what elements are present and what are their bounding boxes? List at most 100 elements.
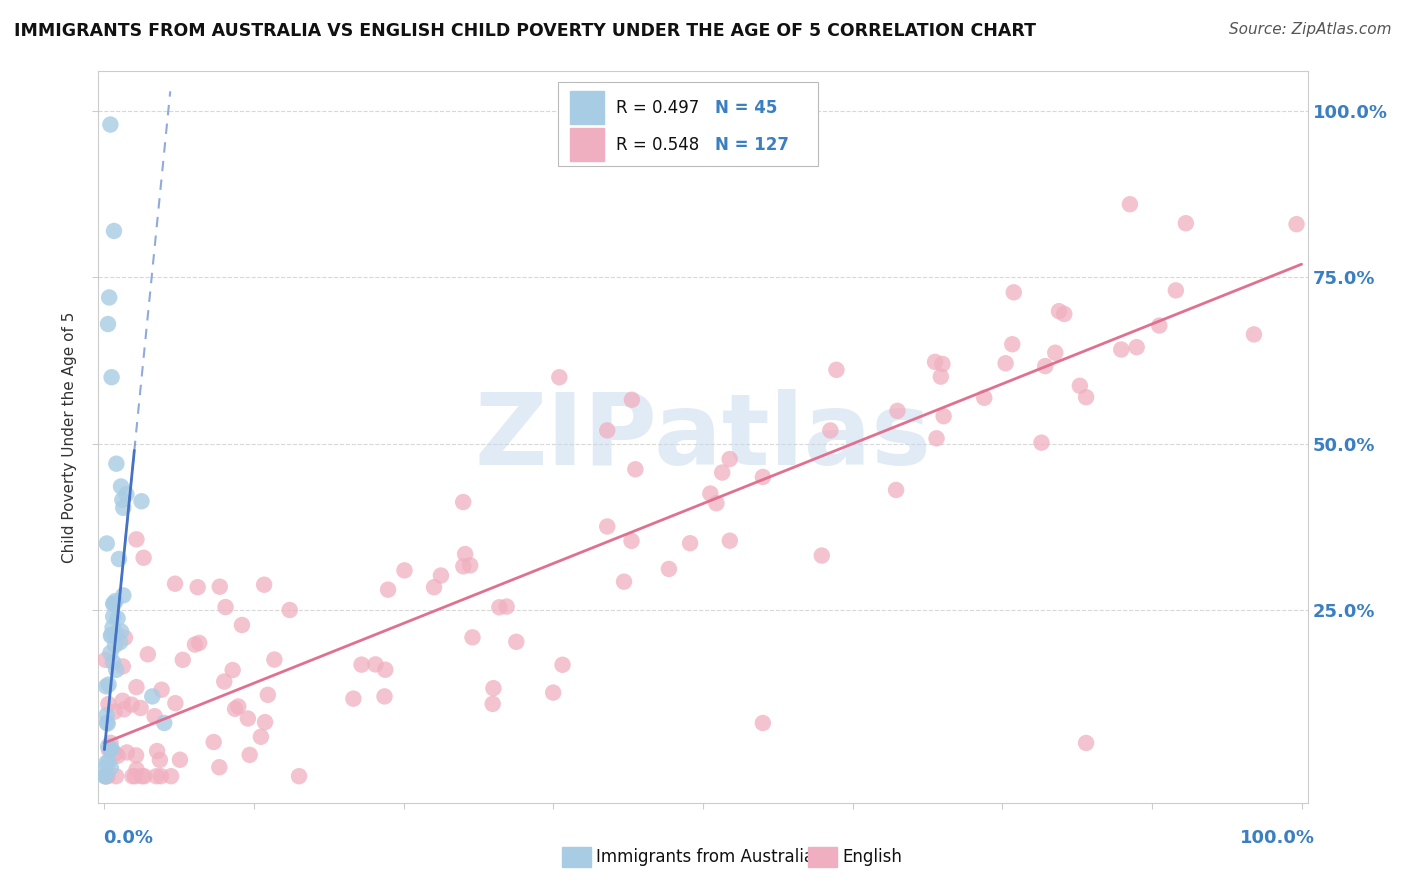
Text: N = 45: N = 45 <box>716 99 778 117</box>
Point <box>278 603 301 617</box>
Point <box>699 486 721 500</box>
Point <box>505 634 527 648</box>
Point <box>96 708 118 723</box>
Text: Immigrants from Australia: Immigrants from Australia <box>596 848 814 866</box>
Point <box>97 677 120 691</box>
Bar <box>569 92 603 124</box>
Text: R = 0.497: R = 0.497 <box>616 99 699 117</box>
Point <box>153 716 176 731</box>
Point <box>110 624 132 639</box>
Point <box>184 638 207 652</box>
Point <box>658 562 681 576</box>
Point <box>454 547 477 561</box>
Point <box>145 769 167 783</box>
Point <box>104 638 127 652</box>
Point <box>256 688 278 702</box>
Point <box>141 690 163 704</box>
Point <box>236 711 259 725</box>
Point <box>1053 307 1076 321</box>
Point <box>1119 197 1142 211</box>
Point <box>97 317 120 331</box>
Point <box>1033 359 1056 373</box>
Point <box>973 391 995 405</box>
Point <box>884 483 907 497</box>
Point <box>613 574 636 589</box>
Point <box>100 629 122 643</box>
Point <box>1125 340 1147 354</box>
Point <box>430 568 453 582</box>
Point <box>103 705 125 719</box>
Point <box>96 715 118 730</box>
Point <box>105 457 128 471</box>
Point <box>423 580 446 594</box>
Point <box>100 628 122 642</box>
Point <box>596 519 619 533</box>
Point <box>172 653 194 667</box>
Point <box>94 653 117 667</box>
Point <box>96 679 118 693</box>
Point <box>125 763 148 777</box>
Point <box>239 747 262 762</box>
Point <box>121 769 143 783</box>
Point <box>1164 284 1187 298</box>
Point <box>105 769 128 783</box>
Text: English: English <box>842 848 903 866</box>
Point <box>160 769 183 783</box>
Point <box>94 769 117 783</box>
Point <box>548 370 571 384</box>
Point <box>221 663 243 677</box>
Point <box>208 760 231 774</box>
Point <box>124 769 146 783</box>
Point <box>706 496 728 510</box>
Point <box>1031 435 1053 450</box>
Point <box>1174 216 1197 230</box>
Point <box>453 559 475 574</box>
Point <box>620 533 643 548</box>
Point <box>110 479 132 493</box>
Point <box>98 290 121 304</box>
Point <box>994 356 1017 370</box>
Text: R = 0.548: R = 0.548 <box>616 136 699 153</box>
Point <box>394 563 416 577</box>
Point <box>136 648 159 662</box>
Point <box>488 600 510 615</box>
Point <box>1109 343 1132 357</box>
Point <box>596 424 619 438</box>
Point <box>253 577 276 591</box>
Point <box>718 452 741 467</box>
Point <box>377 582 399 597</box>
Text: IMMIGRANTS FROM AUSTRALIA VS ENGLISH CHILD POVERTY UNDER THE AGE OF 5 CORRELATIO: IMMIGRANTS FROM AUSTRALIA VS ENGLISH CHI… <box>14 22 1036 40</box>
Point <box>212 674 235 689</box>
Point <box>108 635 131 649</box>
Point <box>101 655 124 669</box>
Point <box>929 369 952 384</box>
Point <box>931 357 953 371</box>
Point <box>551 657 574 672</box>
Point <box>1069 378 1091 392</box>
FancyBboxPatch shape <box>558 82 818 167</box>
Point <box>163 576 186 591</box>
Point <box>100 118 122 132</box>
Point <box>129 701 152 715</box>
Point <box>105 663 128 677</box>
Point <box>101 620 124 634</box>
Point <box>125 680 148 694</box>
Point <box>342 691 364 706</box>
Point <box>752 470 775 484</box>
Point <box>125 533 148 547</box>
Point <box>100 761 122 775</box>
Point <box>111 659 134 673</box>
Point <box>208 580 231 594</box>
Text: 0.0%: 0.0% <box>103 829 153 847</box>
Text: 100.0%: 100.0% <box>1240 829 1315 847</box>
Point <box>679 536 702 550</box>
Point <box>374 663 396 677</box>
Point <box>263 652 285 666</box>
Point <box>104 626 127 640</box>
Point <box>288 769 311 783</box>
Point <box>96 756 118 770</box>
Point <box>1243 327 1265 342</box>
Point <box>231 618 253 632</box>
Point <box>924 355 946 369</box>
Point <box>100 743 122 757</box>
